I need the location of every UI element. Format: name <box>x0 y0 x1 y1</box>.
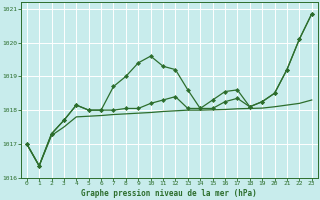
X-axis label: Graphe pression niveau de la mer (hPa): Graphe pression niveau de la mer (hPa) <box>81 189 257 198</box>
